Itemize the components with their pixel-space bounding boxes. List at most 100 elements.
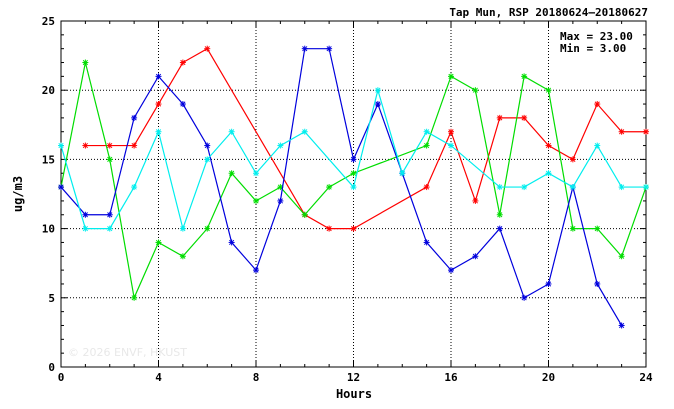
series-1 xyxy=(82,45,649,232)
data-point xyxy=(204,45,211,52)
data-point xyxy=(301,128,308,135)
y-tick-label: 15 xyxy=(42,153,55,166)
x-tick-label: 0 xyxy=(58,371,65,384)
data-point xyxy=(423,239,430,246)
min-label: Min = 3.00 xyxy=(560,42,626,55)
data-point xyxy=(301,45,308,52)
data-point xyxy=(155,73,162,80)
series-group xyxy=(58,45,649,329)
data-point xyxy=(179,225,186,232)
data-point xyxy=(448,142,454,149)
data-point xyxy=(350,225,357,232)
data-point xyxy=(179,253,186,260)
x-tick-label: 24 xyxy=(639,371,653,384)
x-tick-label: 20 xyxy=(542,371,555,384)
data-point xyxy=(155,239,162,246)
data-point xyxy=(228,128,235,135)
x-tick-label: 16 xyxy=(444,371,458,384)
data-point xyxy=(204,142,211,149)
data-point xyxy=(545,87,552,94)
data-point xyxy=(106,211,113,218)
data-point xyxy=(106,156,113,163)
data-point xyxy=(58,142,64,149)
x-tick-label: 12 xyxy=(347,371,360,384)
data-point xyxy=(326,225,333,232)
data-point xyxy=(131,294,138,301)
series-2 xyxy=(58,59,649,301)
data-point xyxy=(472,87,479,94)
data-point xyxy=(545,280,552,287)
data-point xyxy=(496,211,503,218)
data-point xyxy=(350,184,357,191)
data-point xyxy=(496,114,503,121)
data-point xyxy=(326,184,333,191)
data-point xyxy=(131,142,138,149)
data-point xyxy=(594,142,601,149)
data-point xyxy=(423,128,430,135)
data-point xyxy=(155,128,162,135)
data-point xyxy=(448,73,454,80)
y-tick-label: 10 xyxy=(42,223,55,236)
data-point xyxy=(545,170,552,177)
data-point xyxy=(82,59,89,66)
data-point xyxy=(569,184,576,191)
data-point xyxy=(448,128,454,135)
data-point xyxy=(326,45,333,52)
data-point xyxy=(277,197,284,204)
x-tick-label: 8 xyxy=(253,371,260,384)
data-point xyxy=(350,156,357,163)
data-point xyxy=(82,211,89,218)
data-point xyxy=(228,239,235,246)
data-point xyxy=(521,114,528,121)
data-point xyxy=(155,101,162,108)
data-point xyxy=(521,184,528,191)
y-tick-label: 0 xyxy=(48,361,55,374)
data-point xyxy=(82,225,89,232)
data-point xyxy=(643,128,649,135)
data-point xyxy=(179,59,186,66)
data-point xyxy=(521,294,528,301)
data-point xyxy=(448,267,454,274)
y-tick-label: 20 xyxy=(42,84,55,97)
grid xyxy=(61,21,646,367)
chart-title: Tap Mun, RSP 20180624–20180627 xyxy=(449,6,648,19)
data-point xyxy=(277,142,284,149)
max-label: Max = 23.00 xyxy=(560,30,633,43)
data-point xyxy=(374,101,381,108)
y-axis-label: ug/m3 xyxy=(11,176,25,212)
data-point xyxy=(594,101,601,108)
data-point xyxy=(253,170,259,177)
data-point xyxy=(569,225,576,232)
y-tick-label: 5 xyxy=(48,292,55,305)
data-point xyxy=(643,184,649,191)
data-point xyxy=(496,184,503,191)
data-point xyxy=(545,142,552,149)
data-point xyxy=(204,156,211,163)
series-4 xyxy=(58,87,649,232)
data-point xyxy=(521,73,528,80)
data-point xyxy=(618,184,625,191)
data-point xyxy=(594,280,601,287)
data-point xyxy=(472,197,479,204)
series-line xyxy=(60,48,623,326)
watermark: © 2026 ENVF, HKUST xyxy=(68,346,187,359)
data-point xyxy=(131,114,138,121)
data-point xyxy=(618,128,625,135)
data-point xyxy=(106,225,113,232)
data-point xyxy=(399,170,406,177)
x-axis-label: Hours xyxy=(336,387,372,401)
data-point xyxy=(253,197,259,204)
data-point xyxy=(253,267,259,274)
data-point xyxy=(374,87,381,94)
data-point xyxy=(423,142,430,149)
data-point xyxy=(423,184,430,191)
axis-ticks: 0 4 8 12 16 20 24 0 5 10 15 20 25 xyxy=(42,15,653,384)
data-point xyxy=(82,142,89,149)
data-point xyxy=(350,170,357,177)
data-point xyxy=(594,225,601,232)
x-tick-label: 4 xyxy=(155,371,162,384)
data-point xyxy=(496,225,503,232)
data-point xyxy=(618,322,625,329)
data-point xyxy=(472,253,479,260)
data-point xyxy=(204,225,211,232)
